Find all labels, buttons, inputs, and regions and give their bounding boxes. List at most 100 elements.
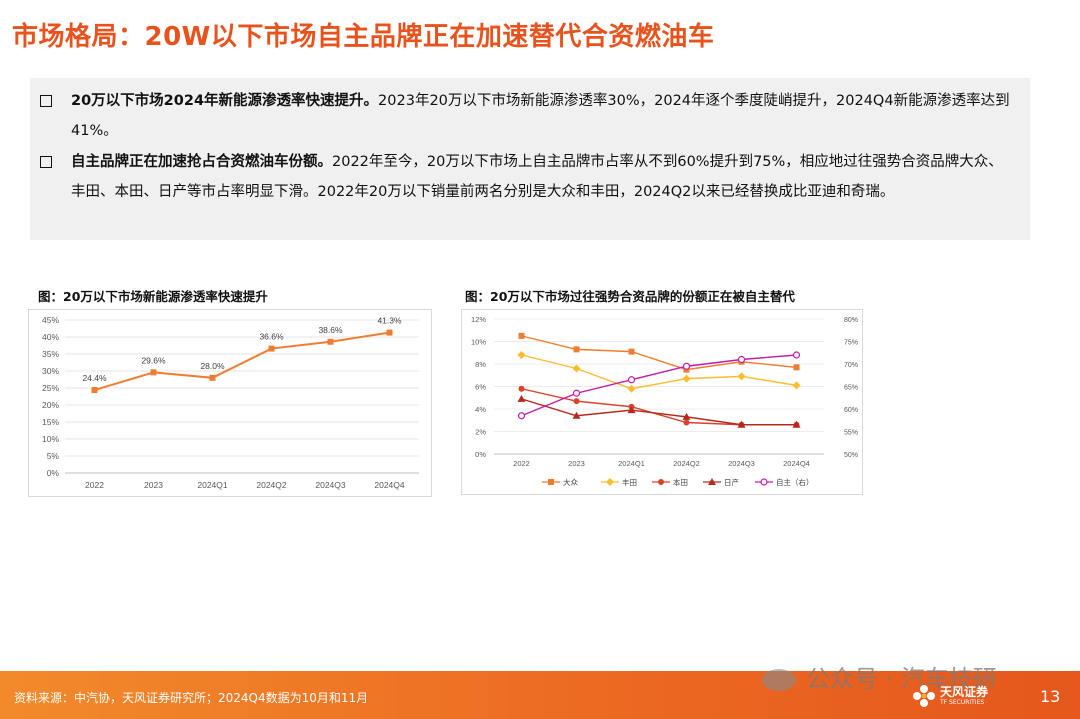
data-label: 29.6% bbox=[141, 355, 166, 365]
data-point bbox=[150, 369, 157, 376]
y-tick-label: 45% bbox=[42, 315, 59, 325]
data-point bbox=[606, 478, 614, 486]
y-tick-label: 20% bbox=[42, 400, 59, 410]
data-label: 36.6% bbox=[259, 332, 284, 342]
legend-label: 丰田 bbox=[622, 477, 637, 487]
data-point bbox=[572, 389, 581, 397]
y-tick-label: 5% bbox=[47, 451, 60, 461]
data-point bbox=[548, 479, 554, 485]
y-tick-label: 25% bbox=[42, 383, 59, 393]
y-tick-label: 2% bbox=[475, 428, 486, 437]
data-label: 28.0% bbox=[200, 361, 225, 371]
x-tick-label: 2024Q2 bbox=[673, 459, 700, 468]
y2-tick-label: 80% bbox=[844, 317, 858, 324]
source-note: 资料来源：中汽协，天风证券研究所；2024Q4数据为10月和11月 bbox=[14, 691, 369, 705]
series-line bbox=[94, 331, 390, 391]
y-tick-label: 4% bbox=[475, 405, 486, 414]
summary-box: 20万以下市场2024年新能源渗透率快速提升。2023年20万以下市场新能源渗透… bbox=[30, 78, 1030, 240]
chart-title-right: 图：20万以下市场过往强势合资品牌的份额正在被自主替代 bbox=[465, 289, 795, 304]
data-point bbox=[91, 387, 98, 394]
chart-frame-left: 0% 5% 10% 15% 20% 25% 30% 35% 40% 45% 2022 2023 2024… bbox=[28, 309, 432, 497]
data-label: 41.3% bbox=[377, 316, 402, 326]
series-line bbox=[521, 354, 797, 417]
legend-label: 自主（右） bbox=[776, 477, 814, 487]
y-tick-label: 0% bbox=[475, 450, 486, 459]
data-point bbox=[518, 332, 525, 339]
y2-tick-label: 50% bbox=[844, 452, 858, 459]
page-title: 市场格局：20W以下市场自主品牌正在加速替代合资燃油车 bbox=[12, 22, 715, 52]
x-tick-label: 2022 bbox=[513, 459, 530, 468]
data-point bbox=[573, 346, 580, 353]
data-point bbox=[517, 394, 526, 402]
series-line bbox=[521, 398, 797, 426]
page-number: 13 bbox=[1040, 687, 1061, 706]
y2-tick-label: 75% bbox=[844, 340, 858, 347]
data-point bbox=[572, 411, 581, 419]
x-tick-label: 2024Q3 bbox=[315, 480, 346, 490]
bullet-item: 自主品牌正在加速抢占合资燃油车份额。2022年至今，20万以下市场上自主品牌市占… bbox=[40, 147, 1015, 207]
data-point bbox=[572, 364, 581, 373]
checkbox-icon bbox=[40, 156, 52, 168]
x-tick-label: 2024Q1 bbox=[618, 459, 645, 468]
data-point bbox=[792, 351, 801, 359]
data-point bbox=[708, 478, 716, 485]
data-point bbox=[682, 362, 691, 370]
data-point bbox=[627, 406, 636, 414]
x-tick-label: 2024Q4 bbox=[783, 459, 810, 468]
y-tick-label: 40% bbox=[42, 332, 59, 342]
data-point bbox=[793, 364, 800, 371]
legend-label: 日产 bbox=[724, 477, 739, 487]
data-point bbox=[386, 329, 393, 336]
legend-label: 本田 bbox=[673, 477, 688, 487]
data-point bbox=[792, 420, 801, 428]
chart-title-left: 图：20万以下市场新能源渗透率快速提升 bbox=[38, 289, 268, 304]
wechat-icon bbox=[762, 669, 796, 691]
penetration-line-chart: 0% 5% 10% 15% 20% 25% 30% 35% 40% 45% 2022 2023 2024… bbox=[42, 315, 419, 490]
bullet-headline: 20万以下市场2024年新能源渗透率快速提升。 bbox=[71, 93, 379, 109]
data-point bbox=[760, 478, 768, 486]
y-tick-label: 0% bbox=[47, 468, 60, 478]
x-tick-label: 2024Q4 bbox=[374, 480, 405, 490]
x-tick-label: 2023 bbox=[568, 459, 585, 468]
y-tick-label: 8% bbox=[475, 360, 486, 369]
bullet-item: 20万以下市场2024年新能源渗透率快速提升。2023年20万以下市场新能源渗透… bbox=[40, 86, 1015, 146]
data-point bbox=[628, 348, 635, 355]
data-point bbox=[682, 412, 691, 420]
y-tick-label: 30% bbox=[42, 366, 59, 376]
footer-bar: 资料来源：中汽协，天风证券研究所；2024Q4数据为10月和11月 公众号 · … bbox=[0, 665, 1080, 719]
y2-tick-label: 70% bbox=[844, 362, 858, 369]
data-point bbox=[792, 381, 801, 390]
y-tick-label: 10% bbox=[42, 434, 59, 444]
data-point bbox=[737, 372, 746, 381]
data-point bbox=[682, 374, 691, 383]
y-tick-label: 10% bbox=[471, 338, 486, 347]
flower-icon bbox=[913, 685, 935, 707]
legend-label: 大众 bbox=[563, 477, 578, 487]
y2-tick-label: 55% bbox=[844, 430, 858, 437]
series-line bbox=[521, 388, 797, 426]
data-point bbox=[518, 385, 525, 392]
y-tick-label: 12% bbox=[471, 315, 486, 324]
data-point bbox=[517, 412, 526, 420]
series-line bbox=[521, 335, 797, 371]
data-point bbox=[268, 345, 275, 352]
watermark: 公众号 · 汽车技研 bbox=[762, 659, 997, 694]
x-tick-label: 2023 bbox=[144, 480, 163, 490]
x-tick-label: 2024Q3 bbox=[728, 459, 755, 468]
data-point bbox=[209, 374, 216, 381]
data-point bbox=[737, 355, 746, 364]
y2-tick-label: 60% bbox=[844, 407, 858, 414]
x-tick-label: 2024Q1 bbox=[197, 480, 228, 490]
x-tick-label: 2022 bbox=[85, 480, 104, 490]
checkbox-icon bbox=[40, 95, 52, 107]
y-tick-label: 6% bbox=[475, 383, 486, 392]
bullet-text: 2022年至今，20万以下市场上自主品牌市占率从不到60%提升到75%，相应地过… bbox=[71, 154, 1003, 200]
y-tick-label: 35% bbox=[42, 349, 59, 359]
data-label: 38.6% bbox=[318, 325, 343, 335]
x-tick-label: 2024Q2 bbox=[256, 480, 287, 490]
series-line bbox=[521, 354, 797, 390]
y2-tick-label: 65% bbox=[844, 385, 858, 392]
data-point bbox=[627, 384, 636, 393]
data-point bbox=[683, 419, 690, 426]
data-point bbox=[327, 338, 334, 345]
